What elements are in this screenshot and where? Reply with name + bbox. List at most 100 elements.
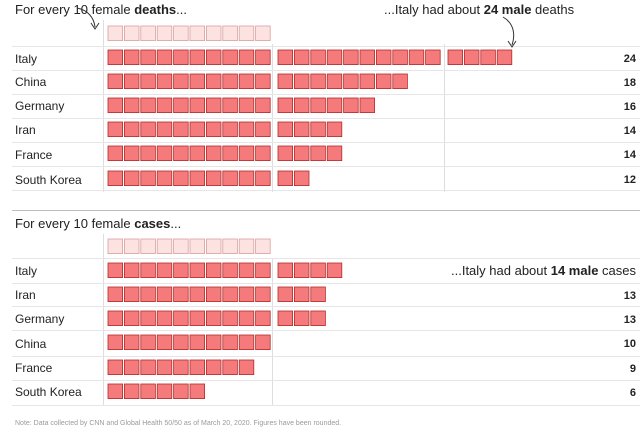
deaths-male-square [293, 97, 310, 114]
deaths-male-square [480, 49, 496, 66]
cases-gridline-10 [272, 258, 273, 406]
deaths-male-square [222, 145, 238, 162]
cases-value-label: 6 [629, 387, 636, 399]
deaths-male-square [359, 49, 376, 66]
deaths-male-square [447, 49, 464, 66]
cases-male-square [173, 286, 189, 303]
deaths-male-square [326, 73, 343, 90]
deaths-male-square [255, 121, 271, 138]
deaths-male-square [392, 49, 408, 66]
deaths-male-square [222, 170, 238, 187]
cases-male-square [238, 262, 255, 279]
deaths-annotation-suffix: deaths [531, 2, 575, 17]
deaths-male-square [277, 121, 294, 138]
deaths-female-square [255, 25, 271, 42]
deaths-male-square [222, 73, 238, 90]
deaths-male-square [277, 145, 294, 162]
deaths-male-square [189, 49, 206, 66]
deaths-male-square [140, 170, 156, 187]
cases-male-square [173, 310, 189, 327]
deaths-male-square [375, 73, 392, 90]
deaths-male-square [156, 145, 173, 162]
cases-annotation-prefix: ...Italy had about [451, 263, 551, 278]
cases-male-square [205, 286, 222, 303]
deaths-male-square [238, 145, 255, 162]
cases-male-square [140, 334, 156, 351]
deaths-male-square [222, 121, 238, 138]
cases-male-square [222, 262, 238, 279]
deaths-value-label: 14 [623, 125, 636, 137]
deaths-row-label: Iran [15, 123, 36, 137]
deaths-male-square [238, 73, 255, 90]
deaths-male-square [189, 97, 206, 114]
deaths-male-square [326, 121, 343, 138]
deaths-male-square [156, 121, 173, 138]
deaths-male-square [124, 170, 140, 187]
cases-male-square [124, 334, 140, 351]
cases-male-square [107, 310, 124, 327]
cases-axis-line [103, 234, 104, 406]
deaths-male-square [156, 170, 173, 187]
cases-female-square [255, 238, 271, 255]
cases-male-square [222, 310, 238, 327]
deaths-value-label: 24 [623, 53, 636, 65]
cases-value-label: 10 [623, 338, 636, 350]
cases-row-label: China [15, 337, 47, 351]
cases-male-square [222, 286, 238, 303]
cases-male-square [189, 383, 206, 400]
cases-row-separator [12, 405, 640, 406]
cases-female-square [124, 238, 140, 255]
cases-male-square [293, 310, 310, 327]
deaths-female-square [205, 25, 222, 42]
cases-male-square [156, 286, 173, 303]
cases-male-square [173, 262, 189, 279]
annotation-arrow [502, 16, 515, 46]
deaths-male-square [310, 73, 326, 90]
deaths-intro: For every 10 female deaths... [15, 2, 187, 17]
deaths-annotation-bold: 24 male [483, 2, 532, 17]
deaths-row-label: Italy [15, 52, 38, 66]
deaths-male-square [277, 170, 294, 187]
deaths-value-label: 12 [623, 174, 636, 186]
cases-male-square [238, 334, 255, 351]
deaths-male-square [156, 49, 173, 66]
cases-male-square [107, 334, 124, 351]
deaths-male-square [238, 121, 255, 138]
cases-male-square [277, 262, 294, 279]
deaths-male-square [255, 73, 271, 90]
deaths-annotation-prefix: ...Italy had about [384, 2, 484, 17]
deaths-row-label: China [15, 75, 47, 89]
deaths-male-square [173, 49, 189, 66]
cases-male-square [173, 383, 189, 400]
deaths-male-square [173, 145, 189, 162]
cases-female-square [205, 238, 222, 255]
deaths-male-square [343, 49, 359, 66]
deaths-male-square [189, 145, 206, 162]
cases-annotation: ...Italy had about 14 male cases [451, 263, 636, 278]
cases-male-square [255, 310, 271, 327]
deaths-female-square [189, 25, 206, 42]
cases-male-square [255, 334, 271, 351]
deaths-male-square [107, 97, 124, 114]
deaths-male-square [293, 121, 310, 138]
deaths-male-square [255, 97, 271, 114]
deaths-value-label: 16 [623, 101, 636, 113]
cases-female-square [238, 238, 255, 255]
deaths-female-square [156, 25, 173, 42]
deaths-female-square [124, 25, 140, 42]
deaths-male-square [255, 145, 271, 162]
cases-male-square [189, 334, 206, 351]
deaths-male-square [124, 145, 140, 162]
deaths-row-separator [12, 142, 640, 143]
deaths-male-square [124, 49, 140, 66]
deaths-annotation: ...Italy had about 24 male deaths [384, 2, 574, 17]
cases-male-square [189, 262, 206, 279]
annotation-arrow-head [507, 40, 517, 48]
deaths-male-square [173, 97, 189, 114]
cases-male-square [140, 286, 156, 303]
deaths-male-square [205, 170, 222, 187]
deaths-male-square [343, 97, 359, 114]
deaths-female-square [140, 25, 156, 42]
cases-male-square [222, 359, 238, 376]
